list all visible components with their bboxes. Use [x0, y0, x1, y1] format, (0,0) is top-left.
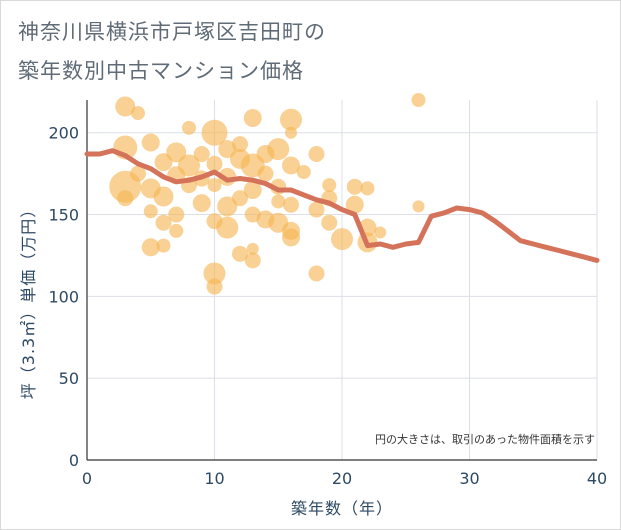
bubble-point: [346, 178, 363, 195]
bubble-point: [115, 96, 136, 117]
bubble-size-note: 円の大きさは、取引のあった物件面積を示す: [375, 432, 595, 446]
bubble-point: [282, 156, 300, 175]
bubble-point: [308, 201, 325, 218]
bubble-point: [232, 136, 248, 153]
bubble-point: [271, 194, 286, 209]
x-tick-label: 40: [587, 469, 607, 488]
bubble-point: [169, 223, 184, 238]
x-tick-label: 0: [82, 469, 92, 488]
bubble-point: [322, 178, 337, 193]
bubble-point: [203, 262, 226, 285]
chart-title-line2: 築年数別中古マンション価格: [18, 59, 304, 83]
bubble-point: [131, 106, 145, 121]
bubble-point: [411, 93, 426, 107]
y-axis-label: 坪（3.3㎡）単価（万円）: [19, 201, 38, 399]
bubble-point: [321, 214, 338, 231]
bubble-point: [155, 214, 172, 231]
bubble-point: [232, 245, 248, 262]
bubble-point: [143, 204, 158, 219]
x-tick-label: 30: [459, 469, 479, 488]
y-tick-label: 50: [59, 369, 79, 388]
bubble-point: [156, 238, 171, 253]
bubble-point: [374, 226, 387, 239]
bubble-point: [412, 200, 425, 213]
bubble-point: [243, 109, 262, 127]
bubble-point: [246, 242, 259, 255]
bubble-point: [345, 195, 364, 214]
bubble-point: [243, 181, 262, 199]
bubble-point: [109, 170, 142, 203]
bubble-point: [207, 178, 222, 193]
bubble-point: [331, 228, 353, 251]
bubble-point: [206, 278, 223, 295]
chart-title-line1: 神奈川県横浜市戸塚区吉田町の: [18, 20, 326, 44]
bubble-point: [206, 155, 223, 172]
bubble-point: [283, 196, 299, 213]
bubble-point: [360, 181, 375, 196]
y-tick-label: 200: [48, 124, 79, 143]
bubble-point: [308, 146, 325, 162]
bubble-point: [166, 142, 187, 163]
y-tick-label: 150: [48, 206, 79, 225]
bubble-point: [117, 190, 134, 207]
x-tick-label: 20: [332, 469, 352, 488]
bubble-point: [153, 186, 174, 207]
bubble-point: [201, 119, 228, 146]
bubble-point: [154, 153, 173, 172]
bubble-point: [280, 108, 302, 131]
x-tick-label: 10: [204, 469, 224, 488]
bubble-point: [282, 228, 300, 247]
bubble-point: [257, 165, 274, 182]
y-tick-label: 0: [69, 451, 79, 470]
bubble-point: [168, 206, 185, 223]
bubble-point: [285, 126, 297, 139]
bubble-point: [141, 133, 160, 152]
bubble-point: [267, 138, 290, 161]
x-axis-label: 築年数（年）: [291, 499, 393, 518]
bubble-point: [244, 252, 261, 269]
bubble-point: [296, 165, 311, 179]
bubble-point: [182, 120, 196, 135]
bubble-point: [141, 238, 160, 257]
bubble-point: [216, 216, 239, 239]
bubble-point: [192, 194, 211, 213]
bubble-point: [308, 265, 325, 282]
bubble-point: [217, 196, 238, 217]
bubble-point: [193, 146, 210, 162]
average-price-line: [84, 148, 600, 263]
y-tick-label: 100: [48, 287, 79, 306]
